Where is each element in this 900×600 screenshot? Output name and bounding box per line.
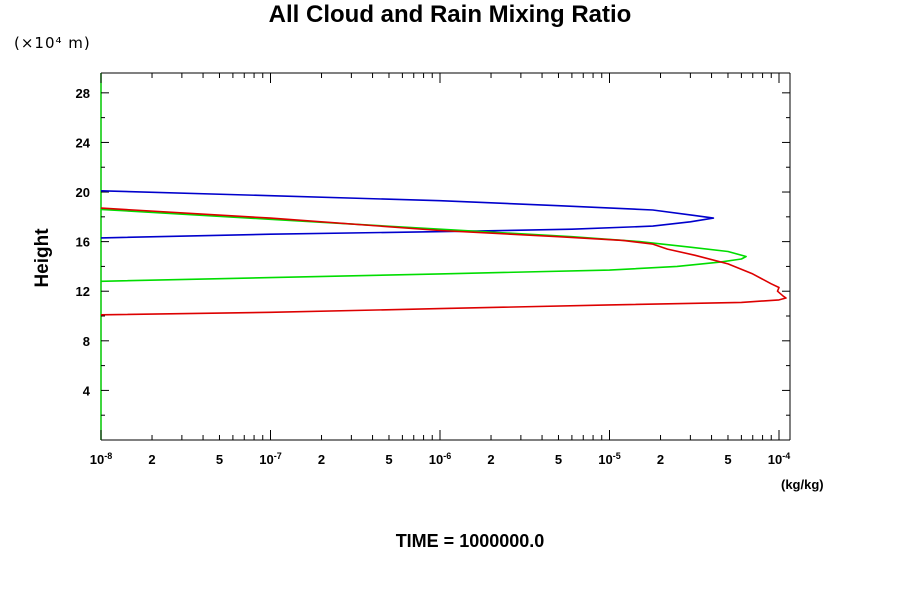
x-minor-tick-label: 2 — [318, 452, 325, 467]
y-tick-label: 28 — [76, 86, 90, 101]
x-minor-tick-label: 5 — [385, 452, 392, 467]
y-unit-label: (×10⁴ m) — [14, 34, 91, 52]
x-tick-label: 10-6 — [429, 451, 451, 467]
chart-title: All Cloud and Rain Mixing Ratio — [268, 1, 632, 28]
x-tick-label: 10-7 — [259, 451, 281, 467]
y-tick-label: 20 — [76, 185, 90, 200]
x-minor-tick-label: 5 — [724, 452, 731, 467]
x-minor-tick-label: 5 — [555, 452, 562, 467]
y-tick-label: 8 — [83, 334, 90, 349]
series-line-2 — [100, 208, 747, 283]
x-minor-tick-label: 2 — [657, 452, 664, 467]
y-tick-label: 24 — [76, 135, 91, 150]
series-line-3 — [100, 207, 787, 316]
x-tick-label: 10-5 — [598, 451, 620, 467]
time-footer: TIME = 1000000.0 — [395, 531, 545, 551]
x-minor-tick-label: 2 — [487, 452, 494, 467]
y-tick-label: 4 — [83, 383, 91, 398]
x-minor-tick-label: 2 — [148, 452, 155, 467]
x-tick-label: 10-8 — [90, 451, 112, 467]
x-axis-unit-label: (kg/kg) — [781, 477, 824, 492]
x-tick-label: 10-4 — [768, 451, 790, 467]
y-tick-label: 12 — [76, 284, 90, 299]
x-minor-tick-label: 5 — [216, 452, 223, 467]
y-tick-label: 16 — [76, 235, 90, 250]
